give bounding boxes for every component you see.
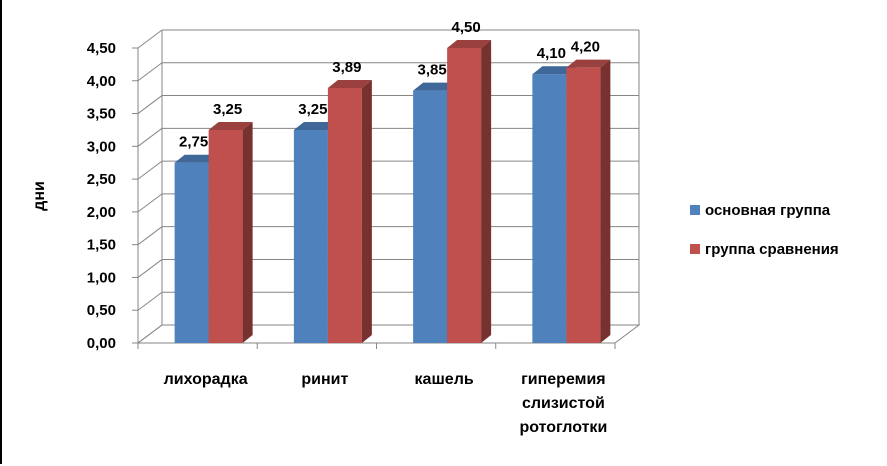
- gridline-side: [137, 259, 163, 278]
- bar-side: [242, 121, 253, 343]
- y-tick-label: 0,50: [87, 302, 116, 319]
- legend-label: группа сравнения: [705, 241, 839, 258]
- bar: [566, 67, 601, 344]
- gridline-side: [137, 62, 163, 82]
- x-tick-label: ротоглотки: [519, 419, 607, 436]
- gridline-side: [137, 226, 163, 246]
- gridline-side: [137, 29, 163, 49]
- x-tick-label: слизистой: [522, 395, 605, 412]
- bar: [293, 129, 328, 343]
- y-tick-label: 0,00: [87, 335, 116, 352]
- bar-top: [413, 82, 458, 91]
- data-label: 3,89: [332, 59, 361, 76]
- legend-swatch: [690, 244, 700, 254]
- bar: [413, 90, 448, 343]
- data-label: 2,75: [179, 134, 208, 151]
- gridline-side: [137, 127, 163, 147]
- bar-side: [361, 79, 372, 343]
- gridline-side: [137, 291, 163, 311]
- bar-top: [208, 121, 253, 130]
- bar-side: [600, 59, 611, 344]
- x-tick-label: кашель: [415, 371, 474, 388]
- gridline-side: [137, 193, 163, 213]
- gridline-side: [137, 160, 163, 180]
- bar-top: [327, 79, 372, 88]
- bar-top: [174, 154, 219, 163]
- data-label: 3,25: [213, 101, 242, 118]
- bar-top: [447, 40, 492, 48]
- y-tick-label: 1,50: [87, 237, 116, 254]
- bar-top: [532, 66, 577, 75]
- y-tick-label: 4,50: [87, 40, 116, 57]
- x-tick-label: ринит: [301, 371, 348, 388]
- y-tick-label: 1,00: [87, 269, 116, 286]
- data-label: 4,20: [571, 39, 600, 56]
- gridline-side: [137, 95, 163, 114]
- data-label: 3,85: [418, 62, 447, 79]
- data-label: 4,50: [452, 19, 481, 36]
- legend-swatch: [690, 205, 700, 215]
- bar: [447, 48, 482, 343]
- bar-side: [481, 40, 492, 343]
- y-tick-label: 2,00: [87, 204, 116, 221]
- y-tick-label: 2,50: [87, 171, 116, 188]
- y-axis-label: дни: [31, 181, 48, 211]
- x-tick-label: лихорадка: [164, 371, 248, 388]
- bar: [208, 129, 243, 343]
- bar-top: [293, 121, 338, 130]
- legend-label: основная группа: [705, 202, 831, 219]
- bar: [174, 162, 209, 343]
- bar: [532, 74, 567, 343]
- y-tick-label: 4,00: [87, 73, 116, 90]
- x-tick-label: гиперемия: [521, 371, 606, 388]
- data-label: 4,10: [537, 45, 566, 62]
- y-tick-label: 3,00: [87, 138, 116, 155]
- bar-top: [566, 59, 611, 68]
- bar: [327, 87, 362, 343]
- y-tick-label: 3,50: [87, 106, 116, 123]
- data-label: 3,25: [298, 101, 327, 118]
